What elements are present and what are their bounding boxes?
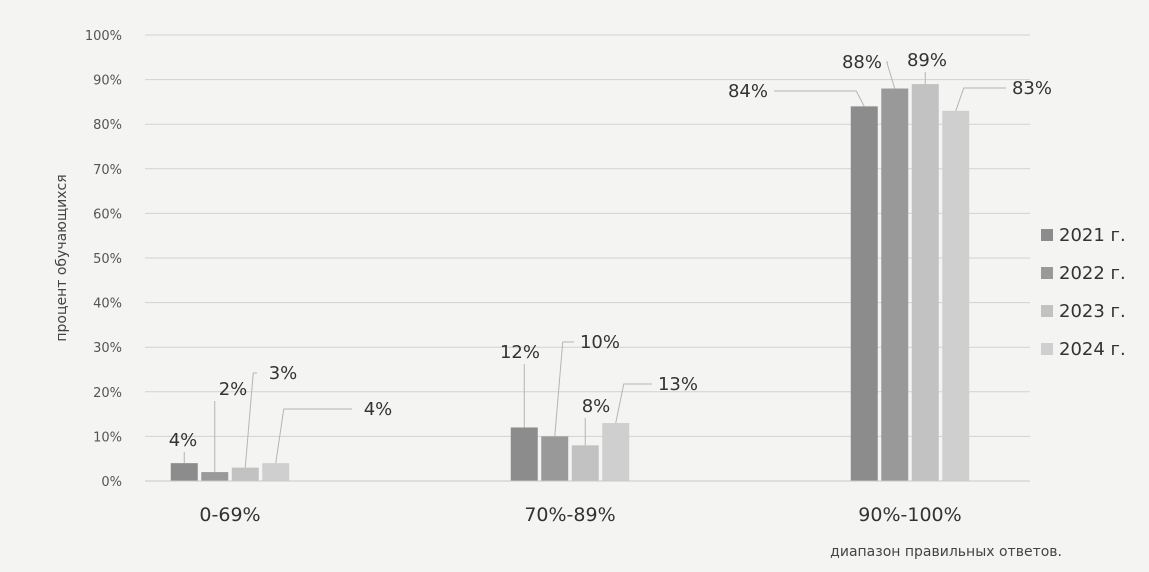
- bar-4-1: [262, 463, 290, 481]
- bar-3-2: [571, 445, 599, 481]
- bar-1-1: [170, 463, 198, 481]
- leader-line: [615, 383, 652, 424]
- y-tick-label: 20%: [93, 386, 122, 401]
- data-label: 13%: [658, 374, 698, 395]
- legend-swatch: [1041, 229, 1053, 241]
- y-tick-label: 30%: [93, 341, 122, 356]
- x-axis-title: диапазон правильных ответов.: [830, 544, 1062, 560]
- bar-4-3: [942, 110, 970, 481]
- y-tick-label: 80%: [93, 118, 122, 133]
- legend-label: 2022 г.: [1059, 263, 1126, 284]
- y-tick-label: 100%: [85, 29, 122, 44]
- category-label: 90%-100%: [858, 504, 961, 526]
- data-label: 8%: [582, 396, 611, 417]
- data-label: 10%: [580, 332, 620, 353]
- y-tick-label: 40%: [93, 297, 122, 312]
- bar-2-2: [541, 436, 569, 481]
- bar-4-2: [602, 423, 630, 481]
- y-tick-label: 10%: [93, 430, 122, 445]
- leader-line: [955, 87, 1006, 111]
- legend-label: 2024 г.: [1059, 339, 1126, 360]
- leader-line: [886, 61, 896, 89]
- data-label: 4%: [169, 430, 198, 451]
- y-axis-title: процент обучающихся: [54, 174, 70, 341]
- bar-3-3: [911, 84, 939, 481]
- data-label: 2%: [219, 379, 248, 400]
- bar-2-1: [201, 472, 229, 481]
- data-label: 88%: [842, 52, 882, 73]
- category-label: 0-69%: [199, 504, 260, 526]
- y-tick-label: 90%: [93, 74, 122, 89]
- leader-line: [774, 90, 865, 107]
- y-tick-label: 0%: [101, 475, 122, 490]
- legend-swatch: [1041, 267, 1053, 279]
- legend-swatch: [1041, 305, 1053, 317]
- data-label: 83%: [1012, 78, 1052, 99]
- category-label: 70%-89%: [524, 504, 615, 526]
- data-label: 12%: [500, 342, 540, 363]
- bar-1-3: [850, 106, 878, 482]
- legend-label: 2023 г.: [1059, 301, 1126, 322]
- bar-2-3: [881, 88, 909, 482]
- leader-line: [244, 372, 257, 468]
- legend-label: 2021 г.: [1059, 225, 1126, 246]
- y-tick-label: 70%: [93, 163, 122, 178]
- bar-1-2: [510, 427, 538, 481]
- y-tick-label: 60%: [93, 207, 122, 222]
- data-label: 3%: [269, 363, 298, 384]
- leader-line: [275, 408, 352, 464]
- data-label: 4%: [364, 399, 393, 420]
- data-label: 89%: [907, 50, 947, 71]
- legend-swatch: [1041, 343, 1053, 355]
- leader-line: [554, 341, 574, 437]
- y-tick-label: 50%: [93, 252, 122, 267]
- bar-3-1: [231, 467, 259, 481]
- data-label: 84%: [728, 81, 768, 102]
